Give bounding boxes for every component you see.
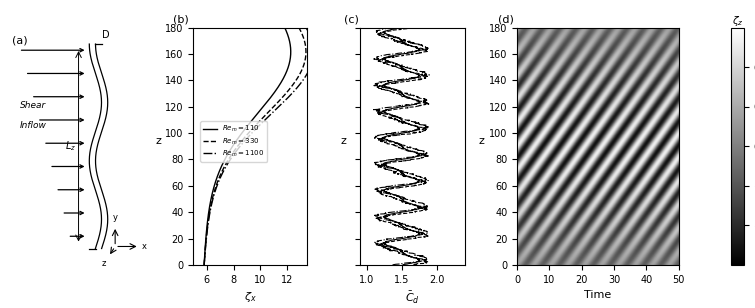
Text: x: x xyxy=(142,242,146,251)
$Re_m = 110$ xyxy=(285,59,294,63)
$Re_m = 330$ xyxy=(255,119,264,123)
Text: (a): (a) xyxy=(12,36,28,46)
Text: (c): (c) xyxy=(344,15,359,25)
$Re_m = 110$ xyxy=(275,83,284,87)
Line: $Re_m = 330$: $Re_m = 330$ xyxy=(204,28,306,265)
$Re_m = 330$ xyxy=(288,83,297,87)
Text: $L_z$: $L_z$ xyxy=(65,140,76,153)
$Re_m = 1100$ xyxy=(308,59,317,63)
$Re_m = 1100$ xyxy=(267,112,276,116)
Text: y: y xyxy=(112,213,118,222)
$Re_m = 1100$ xyxy=(253,125,262,129)
Legend: $Re_m = 110$, $Re_m = 330$, $Re_m = 1100$: $Re_m = 110$, $Re_m = 330$, $Re_m = 1100… xyxy=(200,121,267,162)
Y-axis label: z: z xyxy=(341,136,347,146)
Line: $Re_m = 110$: $Re_m = 110$ xyxy=(204,28,291,265)
Text: Shear: Shear xyxy=(20,101,46,110)
Y-axis label: z: z xyxy=(155,136,161,146)
$Re_m = 110$ xyxy=(280,26,289,30)
$Re_m = 330$ xyxy=(262,112,271,116)
$Re_m = 330$ xyxy=(199,263,208,267)
$Re_m = 330$ xyxy=(201,249,210,252)
Text: (b): (b) xyxy=(173,15,189,25)
$Re_m = 330$ xyxy=(249,125,258,129)
$Re_m = 110$ xyxy=(199,263,208,267)
$Re_m = 110$ xyxy=(247,119,256,123)
$Re_m = 330$ xyxy=(300,59,310,63)
Text: (d): (d) xyxy=(498,15,513,25)
$Re_m = 110$ xyxy=(253,112,262,116)
$Re_m = 110$ xyxy=(242,125,251,129)
X-axis label: Time: Time xyxy=(584,290,612,300)
$Re_m = 1100$ xyxy=(199,263,208,267)
Title: $\zeta_z$: $\zeta_z$ xyxy=(732,14,744,27)
X-axis label: $\zeta_x$: $\zeta_x$ xyxy=(244,290,257,304)
X-axis label: $\bar{C}_d$: $\bar{C}_d$ xyxy=(405,290,420,306)
Text: Inflow: Inflow xyxy=(20,121,47,130)
$Re_m = 1100$ xyxy=(260,119,269,123)
Text: D: D xyxy=(103,30,110,40)
$Re_m = 1100$ xyxy=(294,83,304,87)
Y-axis label: z: z xyxy=(479,136,485,146)
$Re_m = 1100$ xyxy=(301,26,310,30)
Line: $Re_m = 1100$: $Re_m = 1100$ xyxy=(204,28,313,265)
$Re_m = 330$ xyxy=(294,26,304,30)
Text: z: z xyxy=(102,259,106,268)
$Re_m = 110$ xyxy=(201,249,210,252)
$Re_m = 1100$ xyxy=(201,249,210,252)
